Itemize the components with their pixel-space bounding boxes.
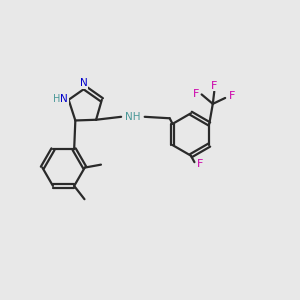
Text: F: F xyxy=(196,159,203,169)
Text: NH: NH xyxy=(124,112,140,122)
Text: N: N xyxy=(60,94,68,104)
Text: F: F xyxy=(211,81,218,91)
Text: H: H xyxy=(52,94,60,104)
Text: N: N xyxy=(80,78,88,88)
Text: F: F xyxy=(229,92,235,101)
Text: F: F xyxy=(193,89,200,99)
